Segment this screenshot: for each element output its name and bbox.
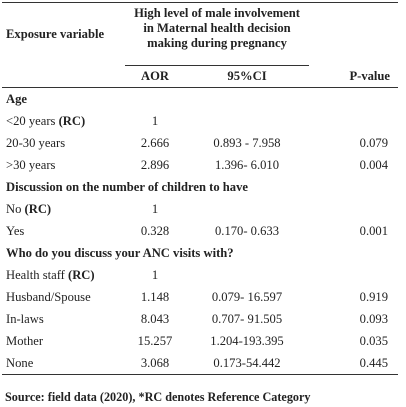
pvalue-value <box>309 198 398 220</box>
pvalue-value: 0.919 <box>359 289 389 304</box>
reference-category-marker: (RC) <box>58 113 86 128</box>
pvalue-value: 0.079 <box>359 135 389 150</box>
ci-value <box>185 264 309 286</box>
outcome-header-line-3: making during pregnancy <box>147 36 287 50</box>
reference-category-marker: (RC) <box>24 201 52 216</box>
ci-value: 1.204-193.395 <box>210 333 284 348</box>
ci-value: 0.893 - 7.958 <box>213 135 281 150</box>
row-label: No (RC) <box>6 201 52 216</box>
pvalue-value <box>309 110 398 132</box>
pvalue-value <box>309 264 398 286</box>
aor-value: 1 <box>151 201 159 216</box>
aor-value: 2.896 <box>140 157 170 172</box>
pvalue-value: 0.093 <box>359 311 389 326</box>
pvalue-value: 0.035 <box>359 333 389 348</box>
ci-column-header: 95%CI <box>185 65 310 88</box>
pvalue-value: 0.001 <box>359 223 389 238</box>
section-title-age: Age <box>6 91 27 106</box>
row-label: Mother <box>6 333 44 348</box>
aor-value: 1 <box>151 267 159 282</box>
row-label: Yes <box>6 223 25 238</box>
outcome-header-line-1: High level of male involvement <box>134 6 300 20</box>
reference-category-marker: (RC) <box>68 267 95 282</box>
ci-value: 0.079- 16.597 <box>211 289 283 304</box>
aor-value: 8.043 <box>140 311 170 326</box>
table-row: <20 years (RC) 1 <box>2 110 398 132</box>
ci-value <box>185 110 309 132</box>
table-row: Husband/Spouse 1.148 0.079- 16.597 0.919 <box>2 286 398 308</box>
source-note: Source: field data (2020), *RC denotes R… <box>5 390 311 404</box>
row-label: >30 years <box>6 157 56 172</box>
table-row: >30 years 2.896 1.396- 6.010 0.004 <box>2 154 398 176</box>
regression-table: Exposure variable High level of male inv… <box>2 2 399 375</box>
table-row: No (RC) 1 <box>2 198 398 220</box>
outcome-header-line-2: in Maternal health decision <box>143 21 291 35</box>
ci-value: 1.396- 6.010 <box>215 157 280 172</box>
table-row: Yes 0.328 0.170- 0.633 0.001 <box>2 220 398 242</box>
row-label: Health staff (RC) <box>6 267 95 282</box>
section-title-children: Discussion on the number of children to … <box>6 179 248 194</box>
aor-value: 15.257 <box>137 333 173 348</box>
pvalue-column-header: P-value <box>309 65 399 88</box>
table-row: Health staff (RC) 1 <box>2 264 398 286</box>
pvalue-value: 0.004 <box>359 157 389 172</box>
table-row: 20-30 years 2.666 0.893 - 7.958 0.079 <box>2 132 398 154</box>
ci-value: 0.173-54.442 <box>185 352 310 375</box>
ci-value: 0.170- 0.633 <box>215 223 280 238</box>
aor-value: 1 <box>151 113 159 128</box>
exposure-variable-header: Exposure variable <box>2 2 125 66</box>
table-row: Mother 15.257 1.204-193.395 0.035 <box>2 330 398 352</box>
row-label: 20-30 years <box>6 135 66 150</box>
table-row: None 3.068 0.173-54.442 0.445 <box>2 352 399 375</box>
table-row: In-laws 8.043 0.707- 91.505 0.093 <box>2 308 398 330</box>
aor-value: 3.068 <box>125 352 185 375</box>
aor-value: 2.666 <box>140 135 170 150</box>
pvalue-value: 0.445 <box>309 352 399 375</box>
row-label: In-laws <box>6 311 44 326</box>
section-title-anc: Who do you discuss your ANC visits with? <box>6 245 234 260</box>
empty-header-cell <box>309 2 399 66</box>
row-label: None <box>2 352 125 375</box>
row-label: Husband/Spouse <box>6 289 91 304</box>
aor-column-header: AOR <box>125 65 185 88</box>
aor-value: 0.328 <box>140 223 170 238</box>
empty-subheader-cell <box>2 65 125 88</box>
aor-value: 1.148 <box>140 289 170 304</box>
outcome-group-header: High level of male involvement in Matern… <box>125 2 310 66</box>
ci-value <box>185 198 309 220</box>
row-label: <20 years (RC) <box>6 113 86 128</box>
ci-value: 0.707- 91.505 <box>211 311 283 326</box>
